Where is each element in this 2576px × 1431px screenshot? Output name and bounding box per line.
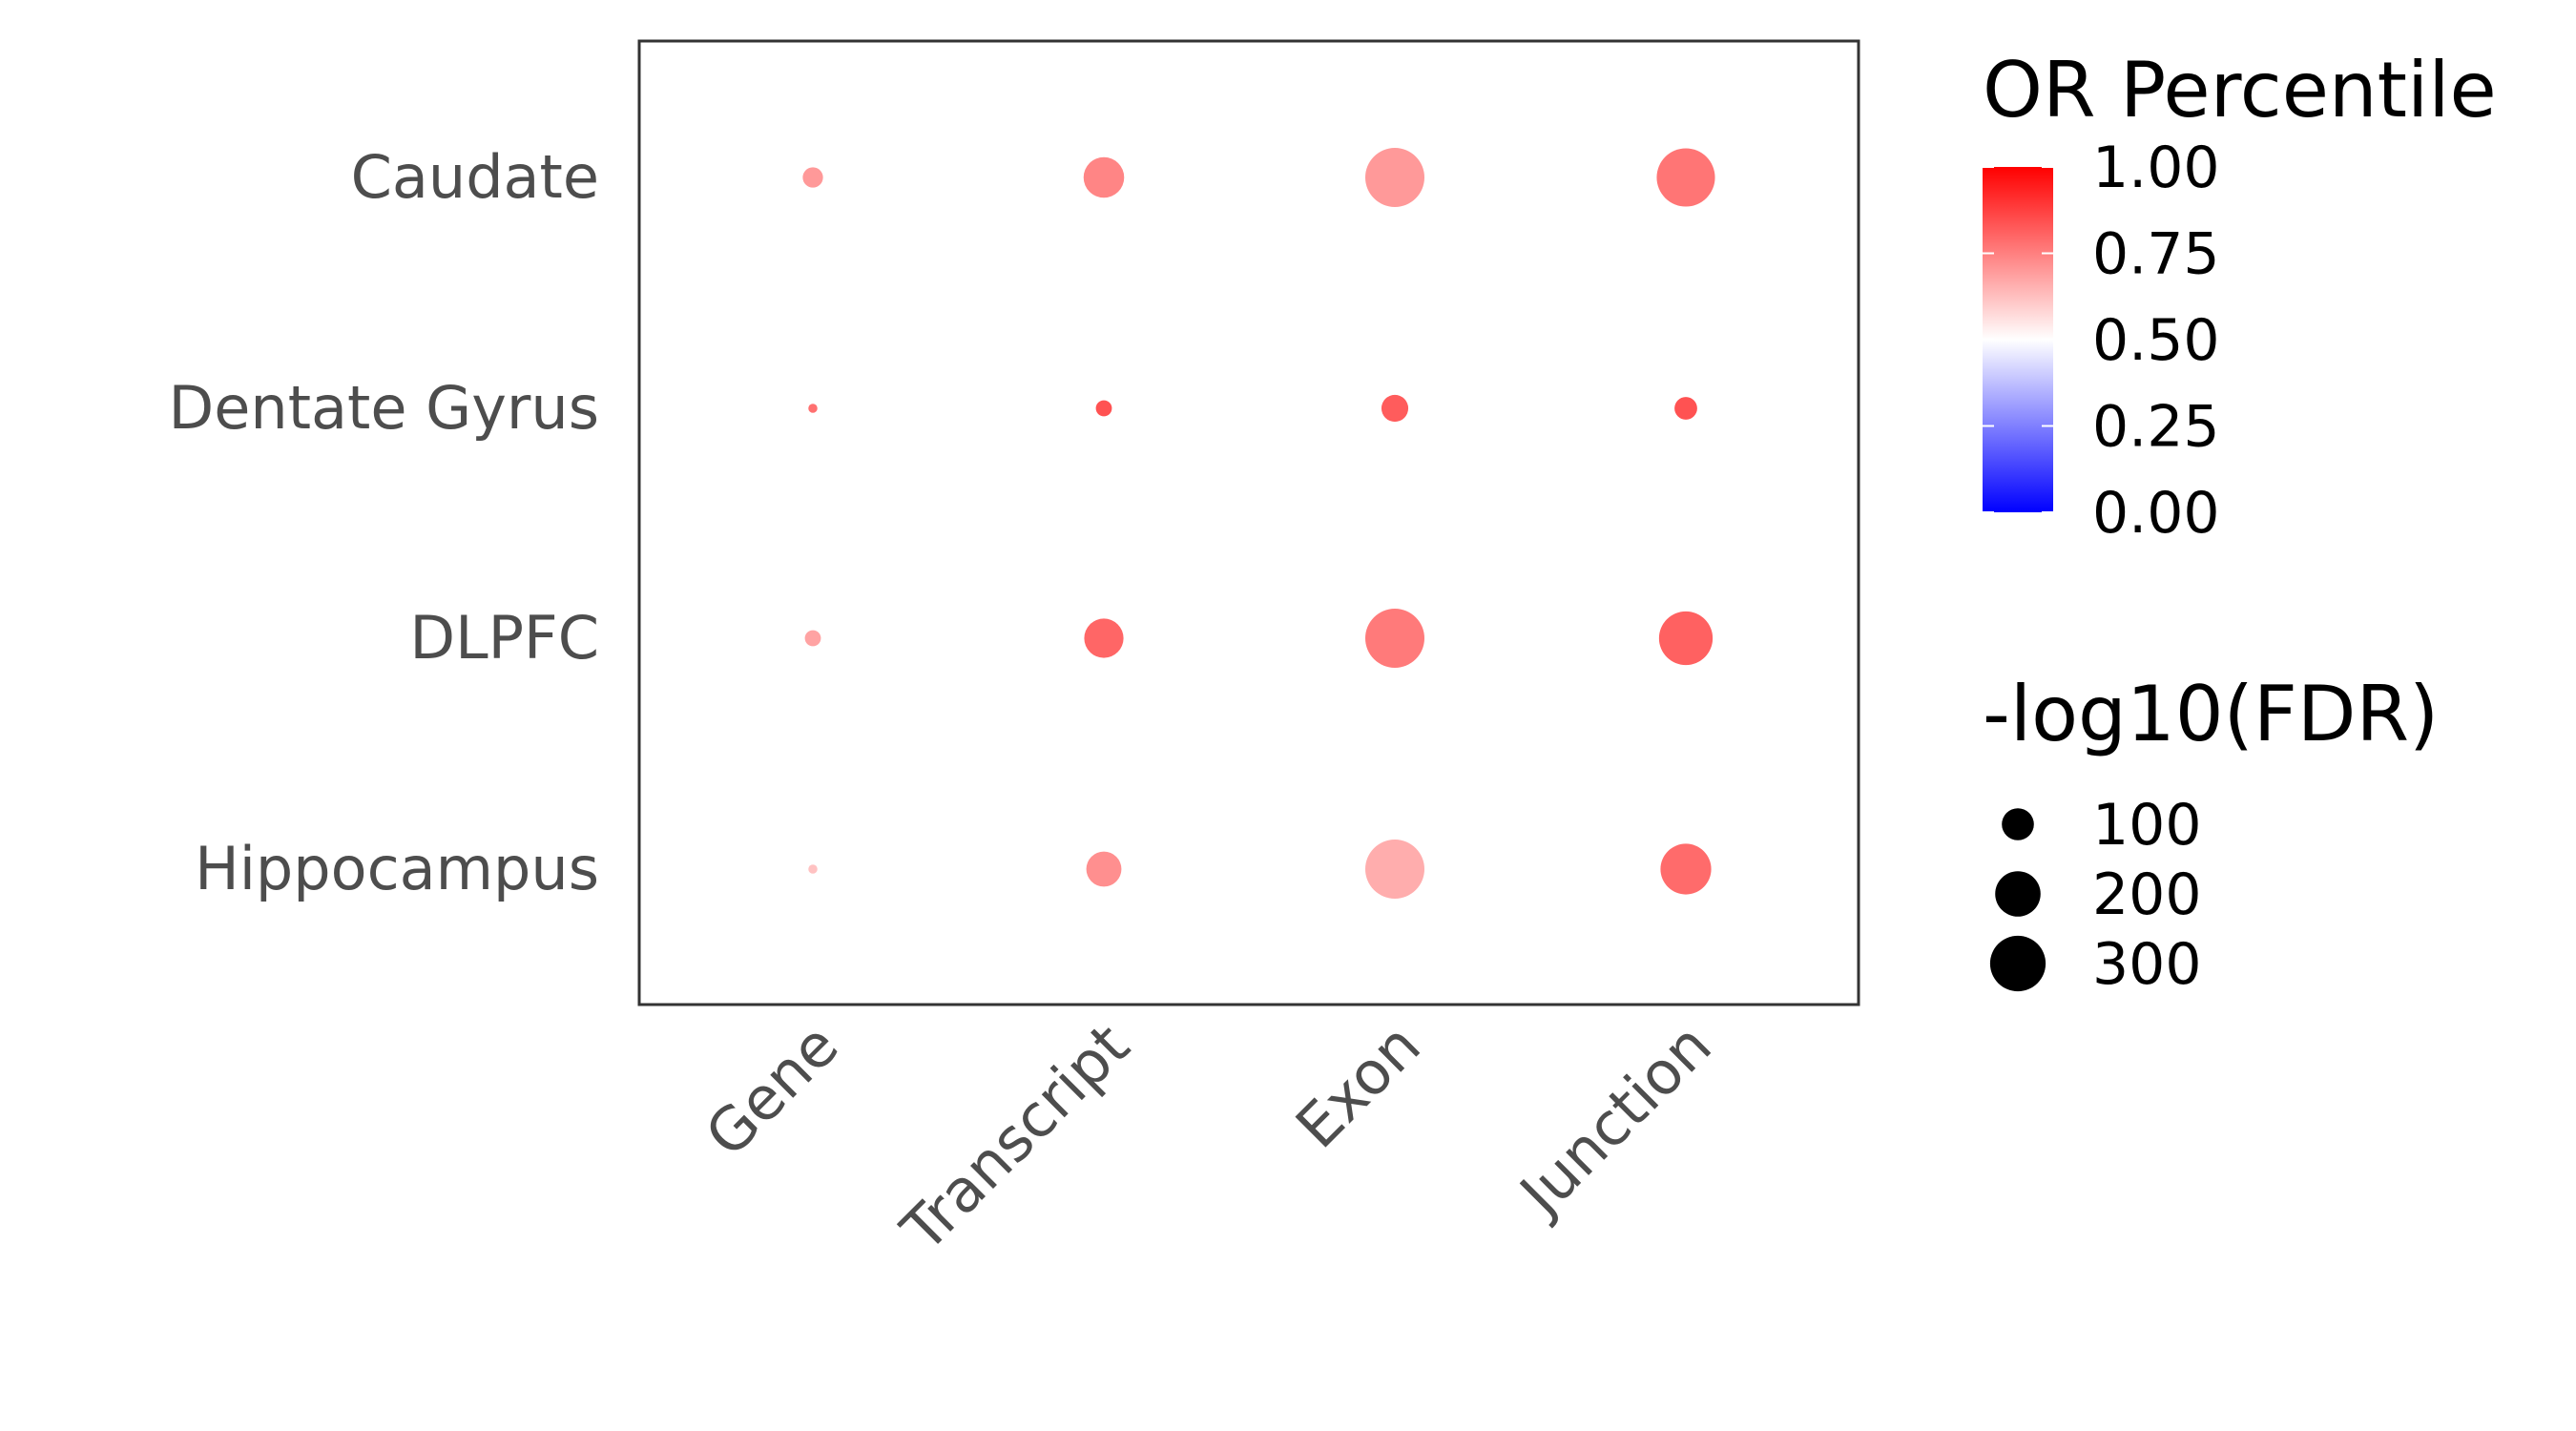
plot-panel	[637, 39, 1860, 1006]
data-point-dentate-gyrus-transcript	[1095, 400, 1112, 417]
color-legend-bar	[1983, 167, 2053, 512]
size-legend-dot	[1989, 935, 2046, 992]
color-legend-title: OR Percentile	[1983, 46, 2497, 135]
y-tick-label: Caudate	[351, 142, 599, 212]
y-tick-label: Dentate Gyrus	[169, 373, 599, 443]
x-tick-label: Transcript	[887, 1010, 1143, 1266]
x-tick-label: Junction	[1505, 1010, 1725, 1231]
points-layer	[802, 148, 1715, 899]
color-legend-label: 1.00	[2092, 135, 2220, 201]
x-axis-tick-labels: Gene Transcript Exon Junction	[692, 1010, 1724, 1266]
data-point-dlpfc-junction	[1658, 611, 1714, 666]
color-legend-label: 0.00	[2092, 480, 2220, 547]
data-point-caudate-gene	[802, 167, 823, 188]
color-legend-ticks: 1.00 0.75 0.50 0.25 0.00	[1983, 135, 2220, 547]
data-point-caudate-junction	[1656, 148, 1715, 207]
size-legend-dot	[2002, 808, 2034, 840]
data-point-hippocampus-gene	[808, 864, 818, 874]
size-legend-label: 100	[2092, 792, 2202, 859]
y-tick-label: Hippocampus	[195, 834, 599, 903]
data-point-hippocampus-transcript	[1086, 851, 1122, 887]
size-legend-dot	[1995, 871, 2041, 917]
color-legend-label: 0.25	[2092, 394, 2220, 461]
x-tick-label: Gene	[692, 1010, 851, 1170]
data-point-caudate-exon	[1365, 148, 1424, 207]
data-point-dlpfc-exon	[1365, 609, 1424, 668]
data-point-dlpfc-transcript	[1084, 618, 1124, 658]
data-point-dentate-gyrus-exon	[1381, 394, 1409, 423]
data-point-dentate-gyrus-gene	[808, 404, 818, 413]
y-axis-tick-labels: Caudate Dentate Gyrus DLPFC Hippocampus	[169, 142, 599, 903]
size-legend-label: 200	[2092, 861, 2202, 928]
color-legend-label: 0.50	[2092, 307, 2220, 374]
data-point-dlpfc-gene	[804, 630, 821, 647]
color-legend-label: 0.75	[2092, 221, 2220, 288]
y-tick-label: DLPFC	[409, 603, 599, 673]
data-point-hippocampus-exon	[1365, 840, 1424, 899]
data-point-dentate-gyrus-junction	[1674, 397, 1697, 420]
size-legend-label: 300	[2092, 931, 2202, 998]
data-point-hippocampus-junction	[1660, 843, 1712, 895]
size-legend-title: -log10(FDR)	[1983, 670, 2439, 758]
data-point-caudate-transcript	[1083, 156, 1125, 198]
x-tick-label: Exon	[1282, 1010, 1434, 1162]
